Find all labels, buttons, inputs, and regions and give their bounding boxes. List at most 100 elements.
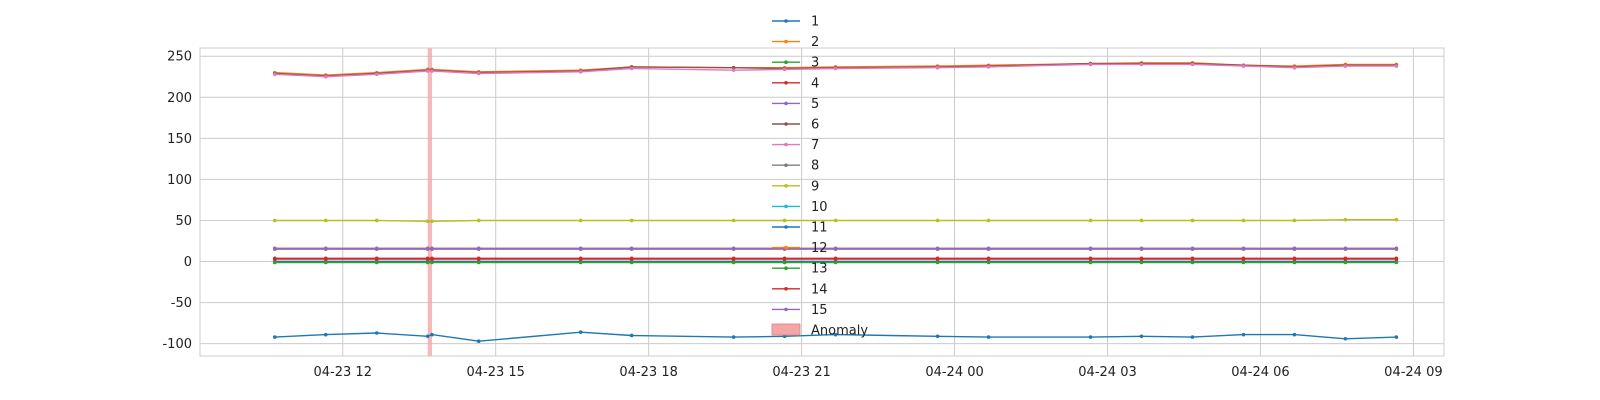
legend-marker: [784, 266, 788, 271]
x-tick-label: 04-24 06: [1231, 365, 1289, 380]
y-tick-label: 0: [184, 255, 192, 270]
legend-label: 3: [811, 56, 819, 71]
legend-swatch: [771, 323, 801, 336]
data-point: [578, 260, 583, 265]
series-15: [272, 246, 1399, 251]
anomaly-layer: [427, 48, 432, 356]
legend-item-5: 5: [772, 97, 819, 112]
data-point: [476, 71, 481, 76]
legend-marker: [784, 60, 788, 64]
data-point: [323, 246, 328, 251]
data-point: [1088, 246, 1093, 251]
data-point: [782, 218, 787, 223]
data-point: [1292, 218, 1297, 223]
legend-marker: [784, 101, 788, 106]
y-tick-label: -100: [162, 337, 192, 352]
data-point: [731, 260, 736, 265]
legend-item-1: 1: [772, 15, 819, 30]
data-point: [1343, 260, 1348, 265]
data-point: [1394, 246, 1399, 251]
data-point: [476, 246, 481, 251]
data-point: [935, 246, 940, 251]
legend-marker: [784, 307, 788, 312]
data-point: [1241, 218, 1246, 223]
data-point: [430, 69, 434, 73]
y-tick-label: 250: [167, 50, 192, 65]
legend-item-9: 9: [772, 179, 819, 194]
data-point: [1139, 334, 1144, 339]
legend-label: 5: [811, 97, 819, 112]
data-point: [731, 218, 736, 223]
data-point: [1139, 257, 1144, 261]
legend-label: 2: [811, 35, 819, 50]
legend-marker: [784, 163, 788, 167]
data-point: [731, 65, 736, 70]
data-point: [935, 334, 940, 339]
data-point: [782, 260, 787, 265]
data-point: [1088, 218, 1093, 223]
data-point: [323, 332, 328, 337]
data-point: [986, 257, 991, 261]
data-point: [1190, 218, 1195, 223]
data-point: [425, 219, 430, 224]
series-13: [272, 260, 1399, 265]
data-point: [323, 260, 328, 265]
data-point: [430, 260, 434, 265]
legend-item-2: 2: [772, 35, 819, 50]
data-point: [1190, 62, 1195, 67]
legend-item-3: 3: [772, 56, 819, 71]
data-point: [272, 218, 277, 223]
data-point: [1139, 246, 1144, 251]
data-point: [425, 69, 430, 73]
legend-label: 12: [811, 241, 828, 256]
data-point: [833, 218, 838, 223]
data-point: [833, 257, 838, 261]
data-point: [272, 335, 277, 339]
y-tick-label: 200: [167, 91, 192, 106]
legend-marker: [784, 142, 788, 147]
data-point: [629, 218, 634, 223]
data-point: [476, 257, 481, 261]
data-point: [374, 72, 379, 77]
legend-label: 9: [811, 179, 819, 194]
data-point: [986, 335, 991, 339]
data-point: [476, 339, 481, 344]
data-point: [1190, 335, 1195, 339]
anomaly-band: [427, 48, 432, 356]
data-point: [1241, 260, 1246, 265]
data-point: [1190, 260, 1195, 265]
data-point: [731, 335, 736, 339]
data-point: [833, 332, 838, 337]
data-point: [986, 218, 991, 223]
data-point: [935, 260, 940, 265]
legend-label: 14: [811, 282, 828, 297]
data-point: [425, 257, 430, 261]
data-point: [1343, 257, 1348, 261]
legend-item-14: 14: [772, 282, 828, 297]
data-point: [731, 246, 736, 251]
plot-frame: [199, 47, 1445, 357]
data-point: [1343, 336, 1348, 341]
data-point: [425, 334, 430, 339]
legend-item-6: 6: [772, 118, 819, 133]
x-axis-ticks: 04-23 12 04-23 15 04-23 18 04-23 21 04-24 00…: [314, 365, 1443, 380]
data-point: [374, 246, 379, 251]
data-point: [1139, 260, 1144, 265]
data-point: [1343, 217, 1348, 222]
data-point: [578, 330, 583, 334]
data-point: [272, 72, 277, 77]
legend-label: 15: [811, 303, 828, 318]
legend-item-10: 10: [772, 200, 828, 215]
data-point: [986, 260, 991, 265]
data-point: [629, 66, 634, 71]
data-point: [430, 257, 434, 261]
data-point: [272, 260, 277, 265]
data-point: [731, 68, 736, 72]
x-tick-label: 04-23 18: [619, 365, 677, 380]
legend-item-11: 11: [772, 221, 828, 236]
legend-marker: [784, 19, 788, 23]
legend-marker: [784, 245, 788, 250]
legend-item-anomaly: Anomaly: [771, 323, 868, 339]
legend-marker: [784, 39, 788, 44]
